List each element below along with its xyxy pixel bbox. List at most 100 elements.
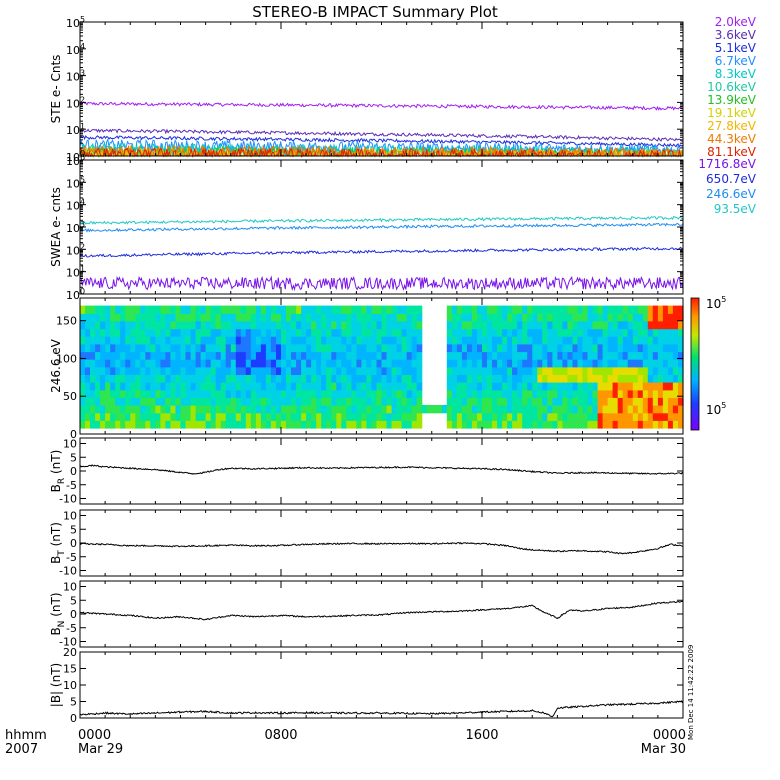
- heatmap-cell: [326, 412, 332, 421]
- heatmap-cell: [210, 412, 217, 421]
- heatmap-cell: [135, 412, 141, 421]
- heatmap-cell: [647, 351, 654, 360]
- heatmap-cell: [195, 420, 202, 429]
- heatmap-cell: [220, 397, 227, 406]
- heatmap-cell: [200, 382, 207, 391]
- legend-swea-entry: 246.6eV: [706, 187, 757, 201]
- heatmap-cell: [90, 389, 96, 398]
- heatmap-cell: [522, 374, 528, 383]
- heatmap-cell: [482, 382, 488, 391]
- heatmap-cell: [276, 313, 282, 322]
- heatmap-cell: [617, 359, 624, 368]
- heatmap-cell: [195, 313, 202, 322]
- heatmap-cell: [411, 359, 418, 368]
- heatmap-cell: [240, 351, 247, 360]
- plot-title: STEREO-B IMPACT Summary Plot: [252, 3, 498, 21]
- heatmap-cell: [406, 328, 413, 337]
- heatmap-cell: [150, 420, 156, 429]
- heatmap-cell: [512, 420, 518, 429]
- heatmap-cell: [652, 343, 659, 353]
- heatmap-cell: [652, 328, 659, 337]
- heatmap-cell: [542, 320, 548, 330]
- heatmap-cell: [662, 382, 669, 391]
- heatmap-cell: [215, 412, 222, 421]
- heatmap-cell: [140, 397, 146, 406]
- heatmap-cell: [110, 359, 116, 368]
- heatmap-cell: [190, 336, 197, 345]
- heatmap-cell: [220, 405, 227, 414]
- heatmap-cell: [175, 382, 182, 391]
- heatmap-cell: [366, 359, 372, 368]
- heatmap-cell: [160, 405, 166, 414]
- heatmap-cell: [416, 397, 423, 406]
- heatmap-cell: [225, 320, 232, 330]
- heatmap-cell: [492, 351, 498, 360]
- heatmap-cell: [612, 389, 619, 398]
- heatmap-cell: [100, 382, 106, 391]
- heatmap-cell: [215, 397, 222, 406]
- heatmap-cell: [562, 397, 568, 406]
- heatmap-cell: [321, 336, 327, 345]
- heatmap-cell: [225, 420, 232, 429]
- heatmap-cell: [270, 389, 277, 398]
- heatmap-cell: [301, 420, 307, 429]
- heatmap-cell: [557, 320, 563, 330]
- heatmap-cell: [607, 389, 614, 398]
- heatmap-cell: [150, 351, 156, 360]
- heatmap-cell: [678, 313, 684, 322]
- heatmap-cell: [110, 382, 116, 391]
- heatmap-cell: [642, 313, 649, 322]
- heatmap-cell: [562, 305, 568, 314]
- heatmap-cell: [80, 343, 86, 353]
- heatmap-cell: [306, 389, 312, 398]
- heatmap-cell: [205, 328, 212, 337]
- heatmap-cell: [110, 351, 116, 360]
- heatmap-cell: [321, 374, 327, 383]
- heatmap-cell: [532, 382, 538, 391]
- heatmap-cell: [572, 351, 579, 360]
- heatmap-cell: [456, 412, 463, 421]
- heatmap-cell: [165, 405, 171, 414]
- heatmap-cell: [135, 328, 141, 337]
- heatmap-cell: [200, 366, 207, 375]
- heatmap-cell: [321, 389, 327, 398]
- heatmap-cell: [542, 389, 548, 398]
- heatmap-cell: [492, 405, 498, 414]
- heatmap-cell: [90, 382, 96, 391]
- heatmap-cell: [391, 420, 398, 429]
- heatmap-cell: [582, 305, 589, 314]
- heatmap-cell: [492, 328, 498, 337]
- heatmap-cell: [95, 343, 101, 353]
- heatmap-cell: [562, 405, 568, 414]
- heatmap-cell: [255, 397, 262, 406]
- heatmap-cell: [557, 359, 563, 368]
- heatmap-cell: [547, 405, 553, 414]
- heatmap-cell: [627, 374, 634, 383]
- heatmap-cell: [667, 320, 674, 330]
- heatmap-cell: [451, 366, 458, 375]
- heatmap-cell: [175, 328, 182, 337]
- heatmap-cell: [471, 412, 478, 421]
- heatmap-cell: [562, 420, 568, 429]
- heatmap-cell: [165, 313, 171, 322]
- heatmap-cell: [356, 343, 362, 353]
- heatmap-cell: [497, 313, 503, 322]
- heatmap-cell: [205, 320, 212, 330]
- heatmap-cell: [165, 397, 171, 406]
- heatmap-cell: [321, 397, 327, 406]
- heatmap-cell: [401, 359, 408, 368]
- heatmap-cell: [195, 366, 202, 375]
- heatmap-cell: [577, 359, 584, 368]
- heatmap-cell: [185, 320, 192, 330]
- heatmap-cell: [175, 405, 182, 414]
- heatmap-cell: [652, 389, 659, 398]
- heatmap-cell: [160, 320, 166, 330]
- legend-swea-entry: 93.5eV: [714, 202, 757, 216]
- heatmap-cell: [230, 420, 237, 429]
- heatmap-cell: [306, 343, 312, 353]
- heatmap-cell: [416, 382, 423, 391]
- heatmap-cell: [270, 374, 277, 383]
- heatmap-cell: [255, 328, 262, 337]
- heatmap-cell: [522, 405, 528, 414]
- heatmap-cell: [195, 305, 202, 314]
